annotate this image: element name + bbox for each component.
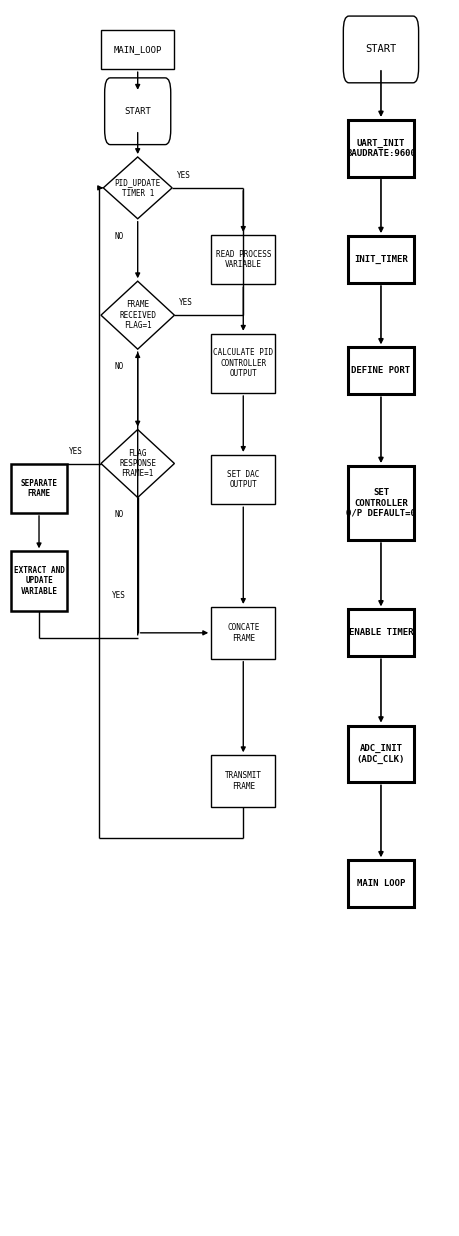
Text: MAIN LOOP: MAIN LOOP [357,879,405,889]
Polygon shape [101,429,174,497]
FancyBboxPatch shape [343,16,419,83]
Text: MAIN_LOOP: MAIN_LOOP [113,44,162,54]
Text: YES: YES [177,171,190,180]
Text: SEPARATE
FRAME: SEPARATE FRAME [21,478,57,498]
FancyBboxPatch shape [211,607,275,659]
Text: START: START [124,106,151,116]
Text: START: START [365,44,397,54]
Text: INIT_TIMER: INIT_TIMER [354,255,408,265]
Text: CALCULATE PID
CONTROLLER
OUTPUT: CALCULATE PID CONTROLLER OUTPUT [213,349,273,378]
FancyBboxPatch shape [348,466,414,540]
Text: FLAG
RESPONSE
FRAME=1: FLAG RESPONSE FRAME=1 [119,449,156,478]
Text: YES: YES [179,298,193,308]
Text: DEFINE PORT: DEFINE PORT [352,366,410,376]
Text: PID_UPDATE
TIMER 1: PID_UPDATE TIMER 1 [115,178,161,198]
Text: YES: YES [69,446,83,456]
Text: ADC_INIT
(ADC_CLK): ADC_INIT (ADC_CLK) [357,744,405,764]
FancyBboxPatch shape [348,860,414,907]
FancyBboxPatch shape [105,78,171,145]
Text: FRAME
RECEIVED
FLAG=1: FRAME RECEIVED FLAG=1 [119,300,156,330]
FancyBboxPatch shape [348,236,414,283]
FancyBboxPatch shape [348,726,414,782]
FancyBboxPatch shape [211,334,275,393]
Text: YES: YES [112,591,126,601]
Text: ENABLE TIMER: ENABLE TIMER [349,628,413,638]
FancyBboxPatch shape [11,464,67,513]
FancyBboxPatch shape [11,551,67,611]
Text: SET
CONTROLLER
O/P DEFAULT=0: SET CONTROLLER O/P DEFAULT=0 [346,488,416,518]
Text: SET DAC
OUTPUT: SET DAC OUTPUT [227,470,259,489]
Text: CONCATE
FRAME: CONCATE FRAME [227,623,259,643]
Text: NO: NO [115,510,124,519]
Text: NO: NO [115,231,124,241]
FancyBboxPatch shape [348,347,414,394]
FancyBboxPatch shape [101,30,174,69]
Text: EXTRACT AND
UPDATE
VARIABLE: EXTRACT AND UPDATE VARIABLE [14,566,64,596]
FancyBboxPatch shape [348,609,414,656]
Polygon shape [103,157,172,219]
Text: READ PROCESS
VARIABLE: READ PROCESS VARIABLE [216,250,271,269]
Text: NO: NO [115,362,124,371]
Text: UART_INIT
BAUDRATE:9600: UART_INIT BAUDRATE:9600 [346,138,416,158]
FancyBboxPatch shape [211,755,275,807]
FancyBboxPatch shape [211,235,275,284]
Text: TRANSMIT
FRAME: TRANSMIT FRAME [225,771,262,791]
FancyBboxPatch shape [348,120,414,177]
Polygon shape [101,282,174,349]
FancyBboxPatch shape [211,455,275,504]
